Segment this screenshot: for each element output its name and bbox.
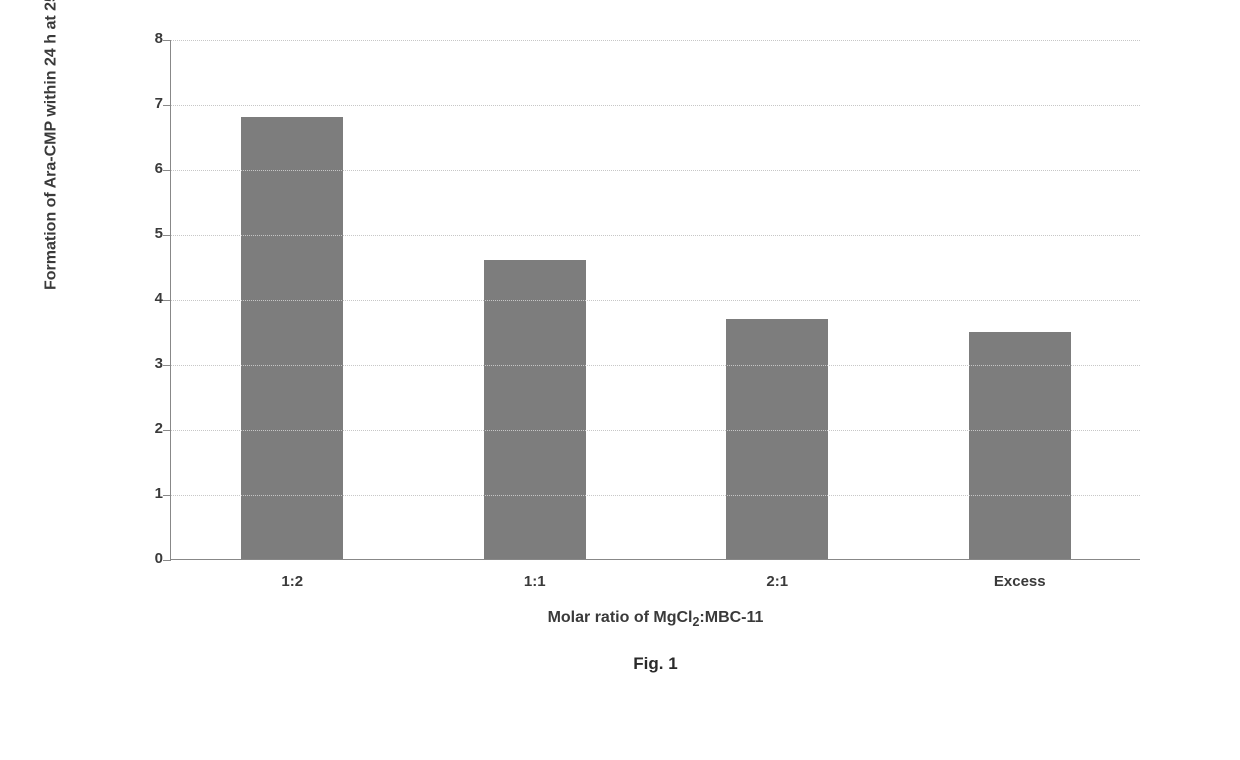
gridline <box>171 170 1140 171</box>
ytick-label: 2 <box>139 420 163 437</box>
ytick-label: 1 <box>139 485 163 502</box>
gridline <box>171 430 1140 431</box>
ytick-label: 6 <box>139 160 163 177</box>
x-axis-label: Molar ratio of MgCl2:MBC-11 <box>171 609 1140 629</box>
figure: Formation of Ara-CMP within 24 h at 25oC… <box>60 30 1180 730</box>
ytick-label: 4 <box>139 290 163 307</box>
ytick <box>163 365 171 366</box>
ytick-label: 7 <box>139 95 163 112</box>
gridline <box>171 495 1140 496</box>
ytick <box>163 235 171 236</box>
figure-caption: Fig. 1 <box>171 654 1140 674</box>
ytick <box>163 495 171 496</box>
gridline <box>171 235 1140 236</box>
ytick <box>163 560 171 561</box>
ytick <box>163 105 171 106</box>
xtick-label: 2:1 <box>766 573 788 590</box>
plot-area: Molar ratio of MgCl2:MBC-11 Fig. 1 01234… <box>170 40 1140 560</box>
bar <box>484 260 586 559</box>
ytick-label: 0 <box>139 550 163 567</box>
ytick <box>163 300 171 301</box>
xlabel-text-2: :MBC-11 <box>699 609 763 626</box>
bar <box>726 319 828 560</box>
ytick-label: 5 <box>139 225 163 242</box>
xlabel-text-1: Molar ratio of MgCl <box>548 609 693 626</box>
xtick-label: Excess <box>994 573 1046 590</box>
ytick <box>163 170 171 171</box>
xtick-label: 1:2 <box>281 573 303 590</box>
plot-outer: Molar ratio of MgCl2:MBC-11 Fig. 1 01234… <box>130 40 1140 580</box>
ylabel-text-1: Formation of Ara-CMP within 24 h at 25 <box>42 0 59 290</box>
ytick <box>163 40 171 41</box>
ytick-label: 3 <box>139 355 163 372</box>
bar <box>241 117 343 559</box>
gridline <box>171 300 1140 301</box>
gridline <box>171 365 1140 366</box>
ytick <box>163 430 171 431</box>
gridline <box>171 40 1140 41</box>
xtick-label: 1:1 <box>524 573 546 590</box>
y-axis-label: Formation of Ara-CMP within 24 h at 25oC… <box>40 0 60 290</box>
ytick-label: 8 <box>139 30 163 47</box>
gridline <box>171 105 1140 106</box>
